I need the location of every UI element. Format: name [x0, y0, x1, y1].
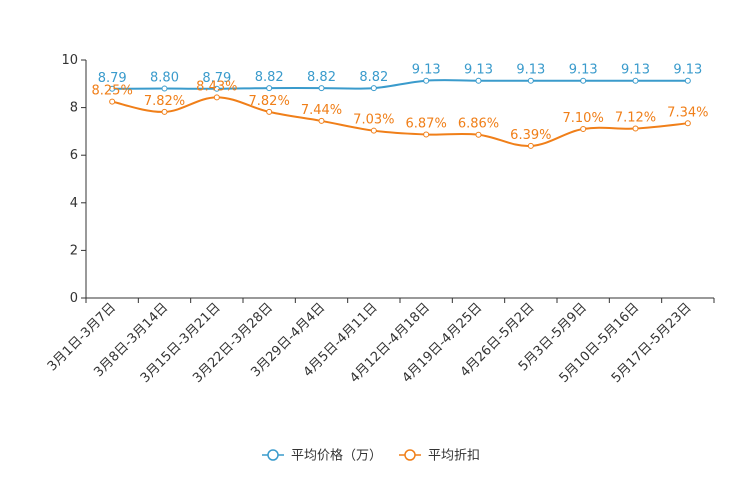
data-label: 8.79 — [202, 71, 231, 86]
data-point — [109, 98, 116, 105]
data-label: 8.25% — [92, 84, 133, 99]
chart-lines — [109, 77, 691, 149]
data-label: 6.39% — [510, 128, 551, 143]
legend-label: 平均折扣 — [428, 449, 480, 464]
data-point — [580, 77, 587, 84]
data-point — [423, 131, 430, 138]
chart-legend[interactable]: 平均价格（万） 平均折扣 — [262, 448, 480, 464]
y-tick-label: 6 — [70, 148, 78, 163]
data-label: 8.82 — [307, 70, 336, 85]
data-point — [213, 94, 220, 101]
y-tick-label: 0 — [70, 291, 78, 306]
legend-item-1[interactable]: 平均折扣 — [399, 449, 480, 464]
data-point — [370, 85, 377, 92]
data-point — [475, 131, 482, 138]
chart-data-labels: 8.79 8.80 8.79 8.82 8.82 8.82 9.13 9.13 9.13 9.13… — [92, 63, 709, 143]
data-label: 7.82% — [249, 94, 290, 109]
data-point — [161, 85, 168, 92]
data-label: 7.34% — [667, 105, 708, 120]
data-label: 9.13 — [621, 63, 650, 78]
data-point — [632, 125, 639, 132]
data-point — [684, 120, 691, 127]
data-label: 7.82% — [144, 94, 185, 109]
data-point — [527, 142, 534, 149]
data-label: 9.13 — [673, 63, 702, 78]
data-point — [475, 77, 482, 84]
y-tick-label: 2 — [70, 243, 78, 258]
data-label: 6.86% — [458, 117, 499, 132]
data-label: 7.10% — [563, 111, 604, 126]
data-label: 9.13 — [516, 63, 545, 78]
data-point — [266, 108, 273, 115]
y-tick-label: 4 — [70, 196, 78, 211]
data-label: 8.82 — [359, 70, 388, 85]
data-label: 7.03% — [353, 113, 394, 128]
data-point — [632, 77, 639, 84]
data-point — [213, 85, 220, 92]
series-line-0 — [112, 79, 688, 90]
data-label: 7.12% — [615, 111, 656, 126]
series-line-1 — [111, 96, 688, 147]
data-point — [423, 77, 430, 84]
data-point — [580, 126, 587, 133]
data-point — [109, 85, 116, 92]
data-point — [370, 127, 377, 134]
data-point — [318, 85, 325, 92]
y-tick-label: 8 — [70, 101, 78, 116]
legend-item-0[interactable]: 平均价格（万） — [262, 448, 382, 464]
data-point — [527, 77, 534, 84]
data-label: 6.87% — [406, 116, 447, 131]
data-point — [318, 117, 325, 124]
legend-marker-icon — [267, 449, 279, 461]
data-label: 7.44% — [301, 103, 342, 118]
legend-label: 平均价格（万） — [291, 448, 382, 464]
data-point — [684, 77, 691, 84]
data-point — [161, 108, 168, 115]
data-label: 8.43% — [196, 79, 237, 94]
data-label: 8.82 — [255, 70, 284, 85]
data-label: 8.80 — [150, 71, 179, 86]
data-point — [266, 85, 273, 92]
data-label: 9.13 — [464, 63, 493, 78]
data-label: 9.13 — [412, 63, 441, 78]
data-label: 8.79 — [98, 71, 127, 86]
legend-marker-icon — [404, 449, 416, 461]
data-label: 9.13 — [569, 63, 598, 78]
y-tick-label: 10 — [61, 53, 78, 68]
